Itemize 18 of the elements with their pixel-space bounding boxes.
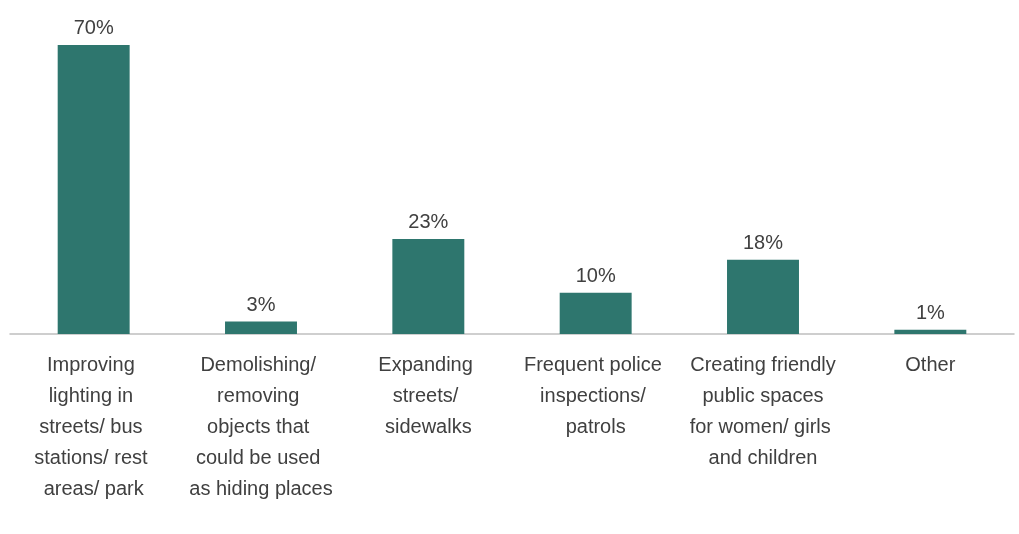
- bar: [225, 321, 297, 334]
- x-tick-label: Other: [905, 352, 956, 375]
- bar: [392, 239, 465, 334]
- bar: [57, 45, 130, 334]
- bar: [727, 259, 799, 334]
- x-tick-label: Expanding streets/ sidewalks: [378, 352, 479, 437]
- data-label: 18%: [742, 230, 784, 253]
- data-label: 3%: [246, 292, 276, 315]
- x-tick-label: Demolishing/ removing objects that could be used as hiding places: [189, 352, 333, 499]
- data-label: 23%: [408, 210, 449, 233]
- x-tick-label: Creating friendly public spaces for women/ girls and children: [689, 352, 837, 468]
- data-label: 10%: [575, 263, 616, 286]
- x-tick-label: Improving lighting in streets/ bus stations/ rest areas/ park: [34, 352, 154, 499]
- data-label: 1%: [915, 300, 945, 323]
- x-tick-label: Frequent police inspections/ patrols: [523, 352, 668, 437]
- data-label: 70%: [73, 16, 114, 38]
- bar: [559, 292, 632, 334]
- bar: [894, 329, 967, 334]
